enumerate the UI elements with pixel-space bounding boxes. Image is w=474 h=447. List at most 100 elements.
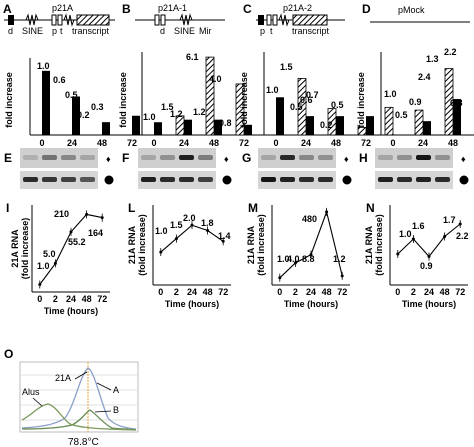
bar-value-label: 1.5 xyxy=(161,102,174,112)
data-point xyxy=(458,222,462,226)
melt-temperature-label: 78.8°C xyxy=(68,437,99,447)
blot-band xyxy=(318,155,333,160)
x-tick-label: 72 xyxy=(239,138,249,148)
data-point xyxy=(427,255,431,258)
panel-letter: N xyxy=(366,201,375,215)
data-point xyxy=(293,261,297,265)
x-tick-label: 2 xyxy=(411,287,416,297)
bar-value-label: 2.4 xyxy=(418,72,431,82)
panel-letter-o: O xyxy=(4,347,13,361)
blot-band xyxy=(261,155,276,160)
x-tick-label: 48 xyxy=(203,287,213,297)
blot-band xyxy=(397,177,412,182)
blot-band xyxy=(42,177,57,182)
circle-marker xyxy=(222,175,232,185)
data-point xyxy=(309,253,313,257)
point-value-label: 55.2 xyxy=(68,237,86,247)
blot-panel-f: F ♦ xyxy=(122,148,232,189)
blot-band xyxy=(141,177,156,182)
bar-solid xyxy=(184,119,192,135)
bar-value-label: 2.2 xyxy=(444,47,457,57)
construct-b-label: Mir xyxy=(199,26,212,36)
x-axis-label: Time (hours) xyxy=(44,306,98,316)
x-tick-label: 2 xyxy=(53,294,58,304)
x-tick-label: 0 xyxy=(158,287,163,297)
x-tick-label: 48 xyxy=(209,138,219,148)
construct-b-label: d xyxy=(160,26,165,36)
blot-band xyxy=(318,177,333,182)
blot-band xyxy=(435,177,450,182)
blot-band xyxy=(42,155,57,160)
line-chart-m: M 21A RNA (fold increase) 0 2 24 48 72 Time (hou… xyxy=(246,201,350,309)
x-tick-label: 0 xyxy=(390,138,395,148)
construct-title-d: pMock xyxy=(398,5,425,15)
bar-value-label: 1.0 xyxy=(266,85,279,95)
blot-band xyxy=(280,155,295,160)
circle-marker xyxy=(459,175,469,185)
point-value-label: 1.0 xyxy=(37,261,50,271)
construct-a-label: d xyxy=(8,26,13,36)
blot-panel-e: E ♦ xyxy=(4,148,114,189)
blot-panel-h: H ♦ xyxy=(359,148,469,189)
y-axis-label: 21A RNA xyxy=(364,225,374,264)
point-value-label: 1.5 xyxy=(170,220,183,230)
panel-letter-a: A xyxy=(3,2,12,16)
x-tick-label: 24 xyxy=(187,287,197,297)
panel-letter: M xyxy=(248,201,258,215)
data-point xyxy=(340,274,344,278)
diamond-marker: ♦ xyxy=(461,154,466,164)
y-axis-label: 21A RNA xyxy=(10,229,20,268)
bar-solid xyxy=(276,97,284,135)
x-tick-label: 72 xyxy=(218,287,228,297)
point-value-label: 2.2 xyxy=(456,231,469,241)
y-axis-label: (fold increase) xyxy=(20,218,30,280)
blot-band xyxy=(280,177,295,182)
bar-solid xyxy=(423,121,431,135)
blot-band xyxy=(378,155,393,160)
x-tick-label: 72 xyxy=(97,294,107,304)
data-point xyxy=(443,235,447,238)
y-axis-label: (fold increase) xyxy=(256,214,266,276)
x-tick-label: 0 xyxy=(39,138,44,148)
x-tick-label: 0 xyxy=(273,138,278,148)
bar-value-label: 0.2 xyxy=(320,120,333,130)
construct-a-label: transcript xyxy=(72,26,110,36)
blot-band xyxy=(397,155,412,160)
x-tick-label: 2 xyxy=(293,287,298,297)
bar-value-label: 0.3 xyxy=(91,102,104,112)
bar-solid xyxy=(72,96,80,135)
y-axis-label: (fold increase) xyxy=(137,214,147,276)
melt-label-b: B xyxy=(113,405,119,415)
melt-plot-frame xyxy=(19,361,139,433)
point-value-label: 480 xyxy=(302,214,317,224)
blot-band xyxy=(23,155,38,160)
bar-value-label: 1.5 xyxy=(280,62,293,72)
data-point xyxy=(396,252,400,256)
y-axis-label: fold increase xyxy=(4,72,14,128)
data-point xyxy=(53,261,57,265)
blot-lower xyxy=(20,171,98,189)
data-point xyxy=(190,223,194,227)
point-value-label: 210 xyxy=(54,209,69,219)
construct-a-label: t xyxy=(60,26,63,36)
data-point xyxy=(221,239,225,243)
y-axis-label: 21A RNA xyxy=(127,225,137,264)
bar-solid xyxy=(453,99,461,135)
construct-b-label: SINE xyxy=(174,26,195,36)
blot-lower xyxy=(138,171,216,189)
blot-band xyxy=(160,177,175,182)
melt-label-alus: Alus xyxy=(22,387,40,397)
construct-d: D pMock xyxy=(362,2,470,23)
x-tick-label: 24 xyxy=(301,138,311,148)
data-point xyxy=(325,210,329,214)
x-tick-label: 24 xyxy=(418,138,428,148)
x-tick-label: 0 xyxy=(37,294,42,304)
melt-curve-a xyxy=(21,367,137,430)
y-axis-label: fold increase xyxy=(239,72,249,128)
data-point xyxy=(278,276,282,280)
x-tick-label: 48 xyxy=(322,287,332,297)
